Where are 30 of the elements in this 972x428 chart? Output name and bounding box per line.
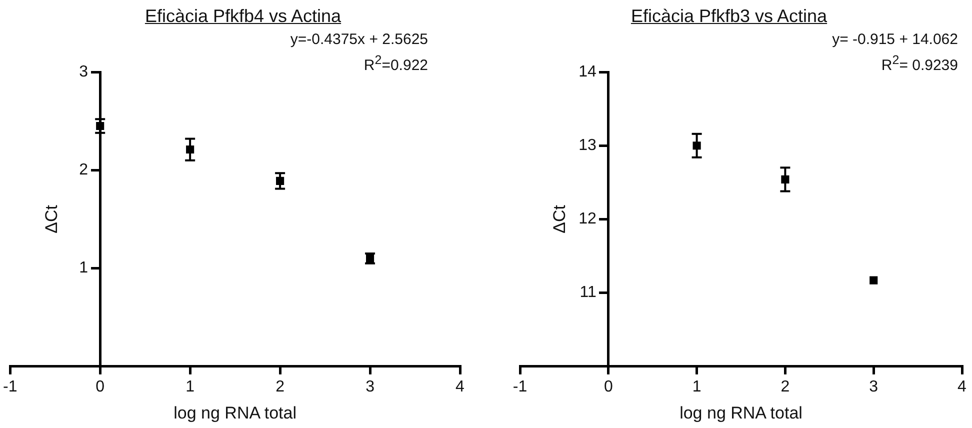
x-tick-label: -1 bbox=[512, 378, 528, 396]
x-tick-label: 0 bbox=[96, 378, 105, 396]
annotation: R$^{2}$= 0.9239 bbox=[881, 53, 958, 74]
y-axis-title: ΔCt bbox=[42, 204, 61, 234]
y-tick-label: 13 bbox=[578, 137, 596, 154]
y-tick-label: 14 bbox=[578, 63, 596, 80]
x-axis-title: log ng RNA total bbox=[680, 403, 802, 422]
y-axis-title: ΔCt bbox=[550, 204, 570, 234]
x-tick-label: -1 bbox=[2, 378, 18, 396]
x-tick-label: 0 bbox=[604, 378, 613, 396]
x-axis-title: log ng RNA total bbox=[174, 403, 296, 422]
x-tick-label: 4 bbox=[958, 378, 967, 396]
chart-title: Eficàcia Pfkfb3 vs Actina bbox=[630, 6, 828, 27]
y-tick-label: 2 bbox=[79, 162, 88, 179]
chart-title: Eficàcia Pfkfb4 vs Actina bbox=[144, 6, 342, 27]
y-tick-label: 11 bbox=[580, 284, 596, 302]
annotation: R$^{2}$=0.922 bbox=[364, 53, 428, 74]
text: y=-0.4375x + 2.5625 bbox=[290, 31, 428, 48]
x-tick-label: 2 bbox=[276, 378, 285, 396]
point bbox=[870, 276, 878, 284]
x-tick-label: 1 bbox=[692, 378, 702, 396]
y-tick-label: 12 bbox=[578, 210, 596, 228]
x-tick-label: 1 bbox=[186, 378, 195, 396]
x-tick-label: 3 bbox=[869, 378, 878, 396]
x-tick-label: 3 bbox=[366, 378, 375, 396]
y-tick-label: 3 bbox=[79, 63, 88, 80]
y-tick-label: 1 bbox=[79, 260, 88, 277]
x-tick-label: 4 bbox=[456, 378, 465, 396]
x-tick-label: 2 bbox=[780, 378, 790, 396]
text: y= -0.915 + 14.062 bbox=[832, 31, 958, 48]
